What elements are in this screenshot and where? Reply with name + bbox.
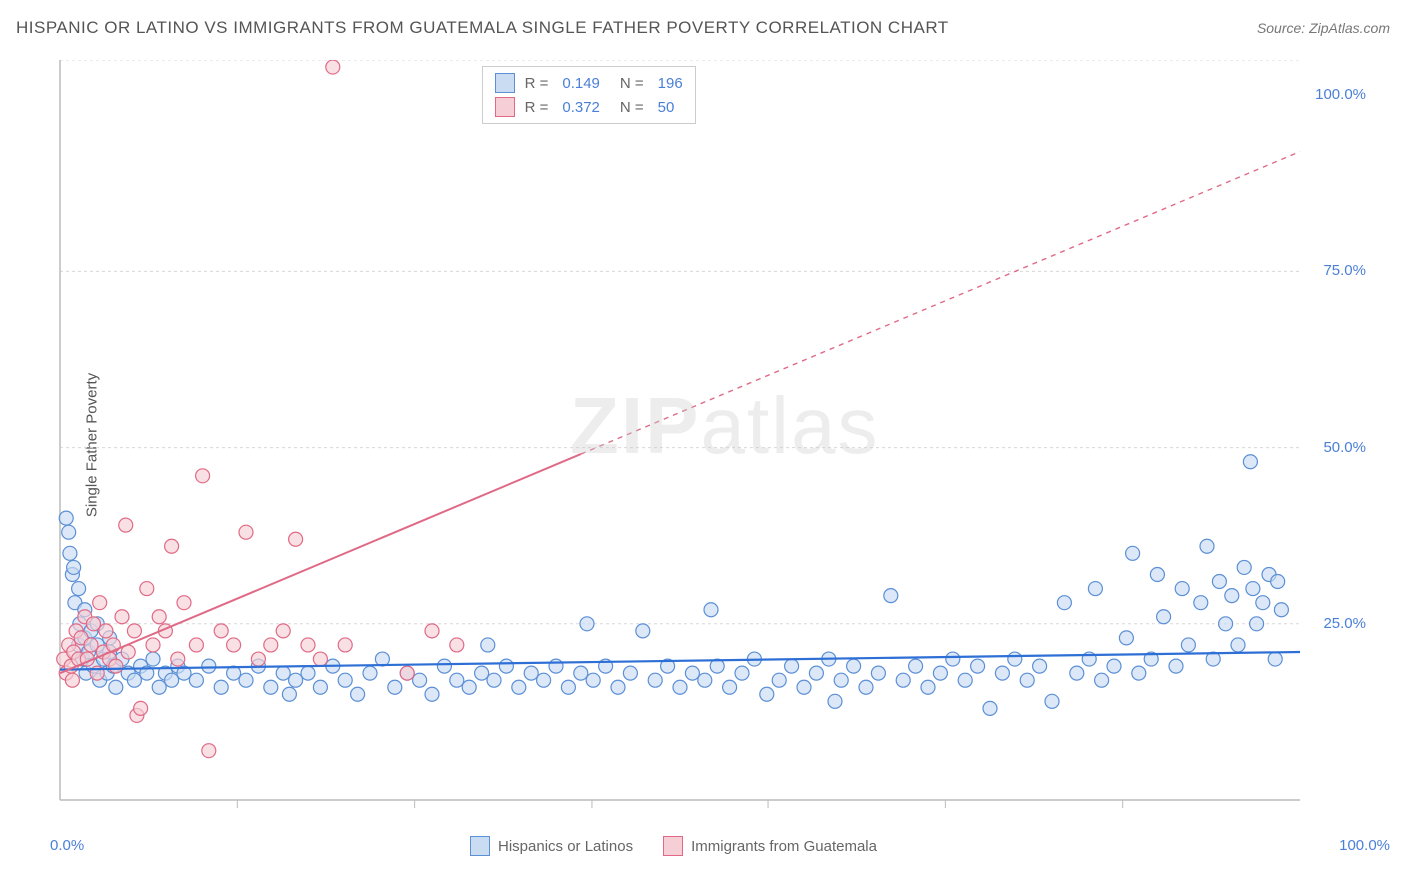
legend-r-value: 0.149 [562, 75, 600, 92]
legend-n-label: N = [620, 99, 644, 116]
legend-correlation-row: R = 0.149 N = 196 [495, 73, 683, 93]
legend-r-label: R = [525, 75, 549, 92]
x-axis-min-label: 0.0% [50, 837, 84, 854]
legend-swatch [470, 836, 490, 856]
legend-series-label: Immigrants from Guatemala [691, 838, 877, 855]
chart-area: Single Father Poverty ZIPatlas R = 0.149… [50, 60, 1360, 830]
legend-swatch [495, 73, 515, 93]
source-label: Source: ZipAtlas.com [1257, 20, 1390, 36]
y-tick-label: 75.0% [1323, 262, 1366, 279]
legend-swatch [663, 836, 683, 856]
legend-n-label: N = [620, 75, 644, 92]
legend-r-label: R = [525, 99, 549, 116]
legend-series-label: Hispanics or Latinos [498, 838, 633, 855]
legend-n-value: 196 [658, 75, 683, 92]
legend-series-item: Immigrants from Guatemala [663, 836, 877, 856]
legend-series: Hispanics or Latinos Immigrants from Gua… [470, 836, 877, 856]
legend-r-value: 0.372 [562, 99, 600, 116]
chart-title: HISPANIC OR LATINO VS IMMIGRANTS FROM GU… [16, 18, 949, 38]
y-tick-label: 25.0% [1323, 615, 1366, 632]
scatter-plot [50, 60, 1360, 830]
legend-correlation-row: R = 0.372 N = 50 [495, 97, 683, 117]
legend-series-item: Hispanics or Latinos [470, 836, 633, 856]
y-tick-label: 100.0% [1315, 86, 1366, 103]
legend-correlation: R = 0.149 N = 196 R = 0.372 N = 50 [482, 66, 696, 124]
x-axis-max-label: 100.0% [1339, 837, 1390, 854]
y-tick-label: 50.0% [1323, 439, 1366, 456]
legend-n-value: 50 [658, 99, 675, 116]
legend-swatch [495, 97, 515, 117]
